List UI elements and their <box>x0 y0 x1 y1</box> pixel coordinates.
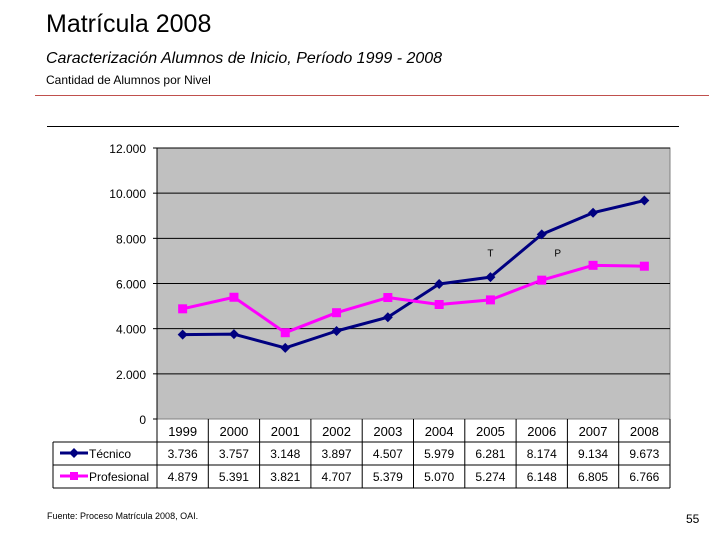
legend-marker-diamond <box>69 448 79 458</box>
header-divider <box>35 95 709 96</box>
y-tick-label: 4.000 <box>116 323 146 337</box>
legend-label: Profesional <box>89 470 149 484</box>
y-tick-label: 0 <box>139 413 146 427</box>
x-category-label: 2005 <box>476 424 505 439</box>
data-point-tecnico <box>639 195 650 206</box>
data-point-profesional <box>280 328 290 338</box>
gridlines <box>157 147 670 375</box>
x-category-label: 2002 <box>322 424 351 439</box>
table-value: 3.821 <box>270 470 300 484</box>
legend-marker-square <box>70 472 78 480</box>
data-point-tecnico <box>331 325 342 336</box>
data-point-tecnico <box>177 329 188 340</box>
data-point-profesional <box>537 275 547 285</box>
table-value: 5.070 <box>424 470 454 484</box>
annotation-label: P <box>554 248 561 259</box>
data-point-profesional <box>639 261 649 271</box>
series-lines <box>177 195 650 353</box>
data-table: 1999 2000 2001 2002 2003 2004 2005 2006 2007 2008… <box>52 419 671 489</box>
table-value: 6.148 <box>527 470 557 484</box>
y-tick-label: 12.000 <box>109 142 146 156</box>
data-point-profesional <box>588 260 598 270</box>
data-point-profesional <box>332 308 342 318</box>
chart-top-rule <box>47 126 679 127</box>
table-value: 4.879 <box>168 470 198 484</box>
page-title: Matrícula 2008 <box>46 10 212 38</box>
x-category-label: 2004 <box>425 424 454 439</box>
table-value: 5.379 <box>373 470 403 484</box>
table-value: 3.757 <box>219 447 249 461</box>
legend-label: Técnico <box>89 447 131 461</box>
data-point-profesional <box>178 304 188 314</box>
table-value: 5.274 <box>475 470 505 484</box>
data-point-tecnico <box>485 272 496 283</box>
table-value: 9.134 <box>578 447 608 461</box>
data-point-tecnico <box>228 329 239 340</box>
table-value: 9.673 <box>629 447 659 461</box>
data-point-profesional <box>485 295 495 305</box>
data-point-tecnico <box>280 342 291 353</box>
page-number: 55 <box>686 512 700 526</box>
source-footer: Fuente: Proceso Matrícula 2008, OAI. <box>47 511 199 521</box>
table-value: 3.148 <box>270 447 300 461</box>
data-point-profesional <box>383 293 393 303</box>
table-value: 5.391 <box>219 470 249 484</box>
y-tick-label: 10.000 <box>109 187 146 201</box>
x-category-label: 2006 <box>527 424 556 439</box>
table-value: 6.766 <box>629 470 659 484</box>
table-value: 4.507 <box>373 447 403 461</box>
y-tick-label: 8.000 <box>116 232 146 246</box>
data-point-tecnico <box>536 229 547 240</box>
page-subtitle: Caracterización Alumnos de Inicio, Perío… <box>46 50 443 67</box>
data-point-tecnico <box>434 278 445 289</box>
y-tick-label: 6.000 <box>116 278 146 292</box>
data-point-tecnico <box>382 312 393 323</box>
x-category-label: 2000 <box>219 424 248 439</box>
series-line-profesional <box>182 263 645 335</box>
table-value: 6.805 <box>578 470 608 484</box>
x-category-label: 1999 <box>168 424 197 439</box>
x-category-label: 2003 <box>373 424 402 439</box>
table-value: 4.707 <box>322 470 352 484</box>
table-value: 6.281 <box>475 447 505 461</box>
table-value: 5.979 <box>424 447 454 461</box>
x-category-label: 2007 <box>579 424 608 439</box>
table-value: 3.897 <box>322 447 352 461</box>
table-value: 3.736 <box>168 447 198 461</box>
data-point-profesional <box>229 292 239 302</box>
data-point-profesional <box>434 300 444 310</box>
y-tick-label: 2.000 <box>116 368 146 382</box>
table-value: 8.174 <box>527 447 557 461</box>
chart-caption: Cantidad de Alumnos por Nivel <box>46 73 211 87</box>
x-category-label: 2001 <box>271 424 300 439</box>
y-axis-ticks: 0 2.000 4.000 6.000 8.000 10.000 12.000 <box>109 142 158 427</box>
x-category-label: 2008 <box>630 424 659 439</box>
data-point-tecnico <box>588 207 599 218</box>
annotation-label: T <box>487 248 493 259</box>
